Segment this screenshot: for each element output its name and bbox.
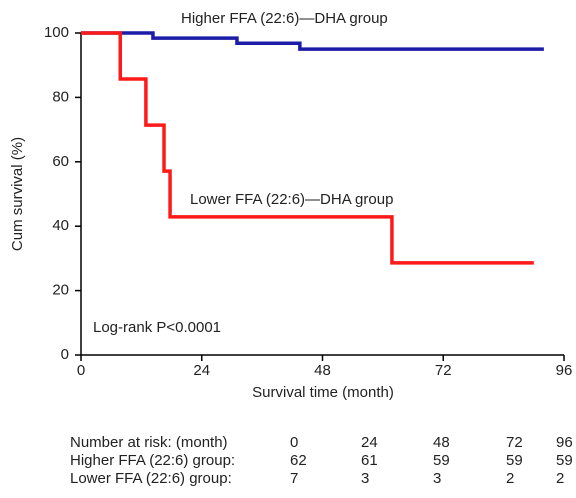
risk-row-label: Higher FFA (22:6) group: [70, 452, 235, 469]
x-tick-label: 96 [556, 362, 573, 379]
y-tick-label: 20 [52, 282, 69, 299]
risk-value: 3 [433, 470, 441, 487]
risk-value: 3 [361, 470, 369, 487]
y-tick-label: 0 [61, 346, 69, 363]
risk-value: 59 [556, 452, 573, 469]
annotation: Log-rank P<0.0001 [93, 319, 221, 336]
survival-curve [81, 31, 544, 51]
risk-month: 24 [361, 434, 378, 451]
risk-row-label: Lower FFA (22:6) group: [70, 470, 232, 487]
series-label: Higher FFA (22:6)—DHA group [181, 10, 388, 27]
y-tick-label: 60 [52, 153, 69, 170]
risk-month: 72 [506, 434, 523, 451]
risk-value: 59 [433, 452, 450, 469]
x-tick-label: 24 [193, 362, 210, 379]
x-tick-label: 48 [314, 362, 331, 379]
risk-value: 62 [290, 452, 307, 469]
risk-value: 2 [506, 470, 514, 487]
risk-month: 0 [290, 434, 298, 451]
y-tick-label: 100 [44, 24, 69, 41]
risk-value: 7 [290, 470, 298, 487]
y-tick-label: 80 [52, 88, 69, 105]
survival-curve [81, 31, 534, 265]
risk-header: Number at risk: (month) [70, 434, 228, 451]
x-tick-label: 72 [435, 362, 452, 379]
risk-value: 61 [361, 452, 378, 469]
risk-value: 59 [506, 452, 523, 469]
x-axis-label: Survival time (month) [252, 384, 394, 401]
risk-value: 2 [556, 470, 564, 487]
risk-month: 96 [556, 434, 573, 451]
y-axis-label: Cum survival (%) [9, 137, 26, 251]
series-label: Lower FFA (22:6)—DHA group [190, 191, 393, 208]
x-tick-label: 0 [77, 362, 85, 379]
risk-month: 48 [433, 434, 450, 451]
y-tick-label: 40 [52, 217, 69, 234]
